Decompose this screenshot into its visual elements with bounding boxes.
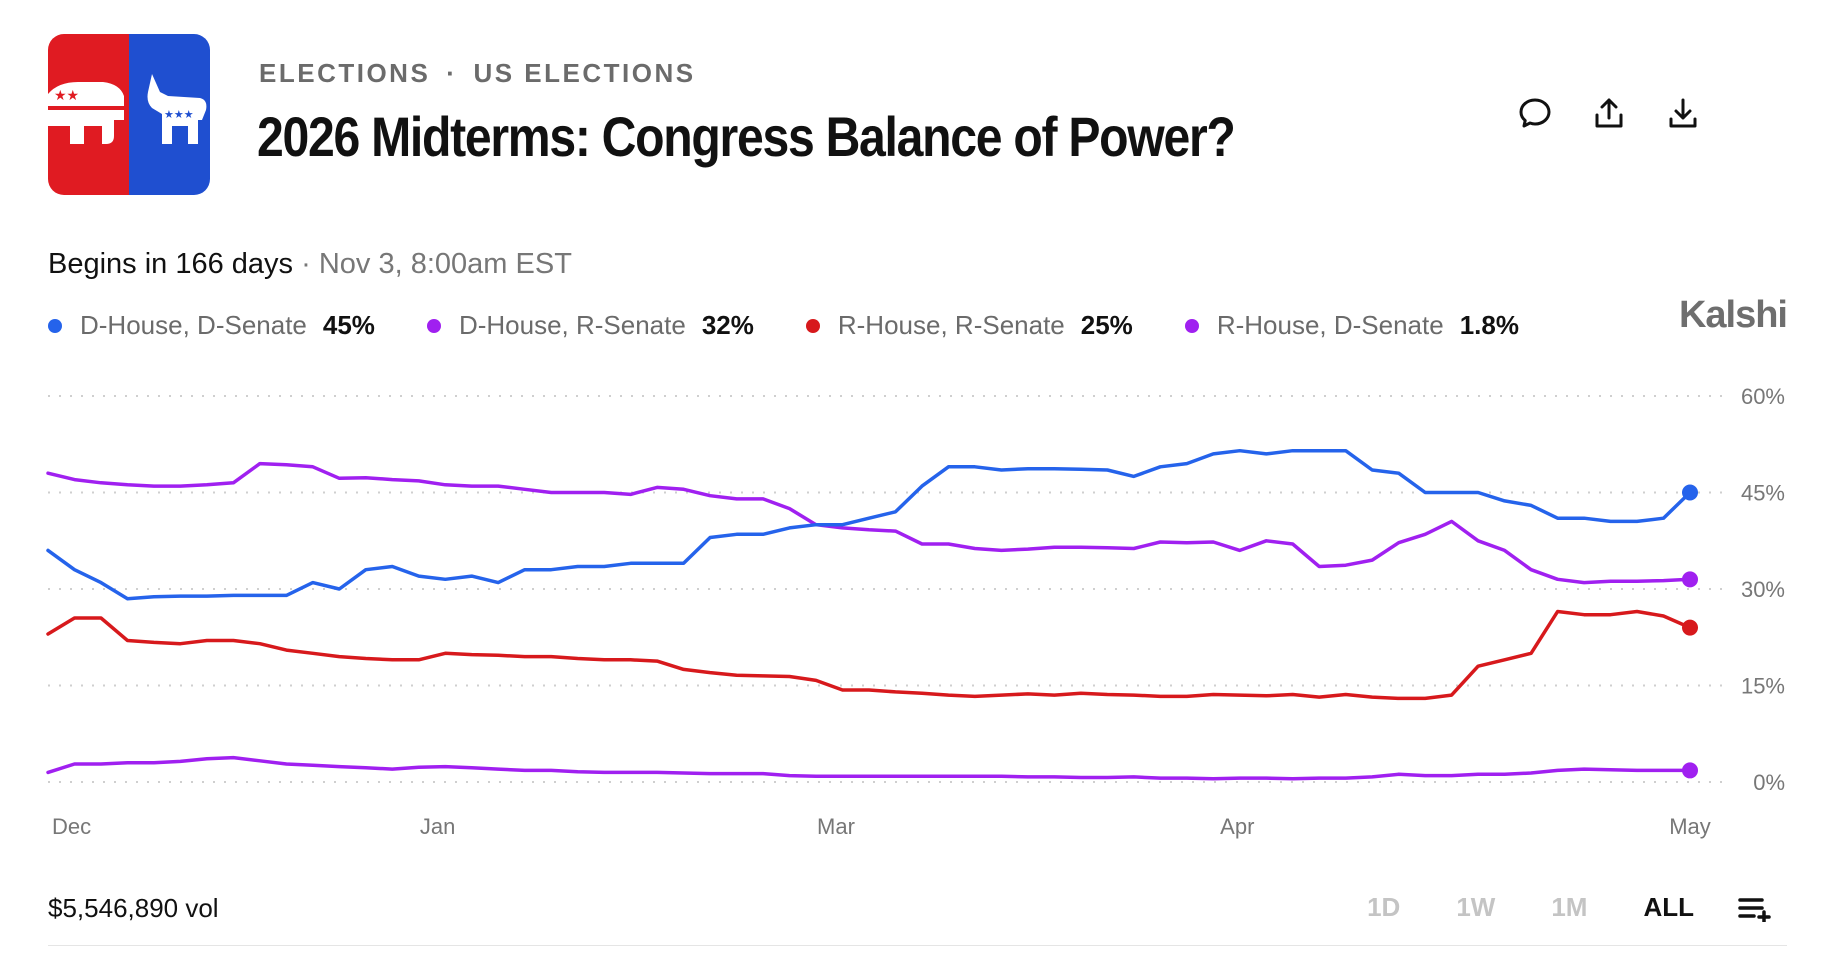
series-line <box>46 448 1692 601</box>
legend-name: R-House, R-Senate <box>837 310 1065 340</box>
comment-icon <box>1519 98 1551 128</box>
breadcrumb-separator: · <box>446 58 458 88</box>
legend-dot-icon <box>426 318 441 333</box>
x-tick-label: Jan <box>420 814 455 839</box>
begins-countdown: Begins in 166 days <box>48 248 294 280</box>
x-tick-label: May <box>1669 814 1711 839</box>
series-end-point <box>1682 484 1698 501</box>
series-line <box>46 755 1692 781</box>
share-icon <box>1595 98 1623 128</box>
y-tick-label: 45% <box>1741 481 1785 506</box>
kalshi-logo: Kalshi <box>1678 294 1788 336</box>
range-all-button[interactable]: ALL <box>1643 892 1694 922</box>
series-line <box>46 609 1692 701</box>
legend-percent: 25% <box>1080 310 1133 340</box>
download-icon <box>1669 98 1697 128</box>
y-tick-label: 0% <box>1753 770 1785 795</box>
series-line <box>46 461 1692 585</box>
y-tick-label: 60% <box>1741 384 1785 409</box>
legend-percent: 1.8% <box>1459 310 1519 340</box>
legend-dot-icon <box>1184 318 1199 333</box>
event-timing: Begins in 166 days · Nov 3, 8:00am EST <box>48 248 572 281</box>
legend-percent: 32% <box>701 310 754 340</box>
series-end-point <box>1682 619 1698 636</box>
footer-divider <box>48 945 1787 946</box>
breadcrumb-us-elections[interactable]: US ELECTIONS <box>473 58 696 88</box>
legend-item[interactable]: R-House, R-Senate 25% <box>805 310 1133 341</box>
timing-separator: · <box>301 248 311 280</box>
range-selector: 1D 1W 1M ALL <box>1311 892 1774 923</box>
y-tick-label: 30% <box>1741 577 1785 602</box>
volume-label: $5,546,890 vol <box>48 893 219 923</box>
breadcrumb: ELECTIONS · US ELECTIONS <box>259 58 696 89</box>
legend-name: R-House, D-Senate <box>1216 310 1444 340</box>
y-tick-label: 15% <box>1741 674 1785 699</box>
legend-name: D-House, D-Senate <box>80 310 307 340</box>
comment-button[interactable] <box>1518 96 1552 130</box>
price-history-chart[interactable]: 60% 45% 30% 15% 0% Dec Jan Mar Apr May <box>0 370 1830 840</box>
x-tick-label: Apr <box>1220 814 1254 839</box>
range-1m-button[interactable]: 1M <box>1551 892 1588 922</box>
legend-item[interactable]: D-House, D-Senate 45% <box>48 310 375 341</box>
range-1w-button[interactable]: 1W <box>1456 892 1496 922</box>
breadcrumb-elections[interactable]: ELECTIONS <box>259 58 431 88</box>
legend-dot-icon <box>805 318 820 333</box>
chart-legend: D-House, D-Senate 45% D-House, R-Senate … <box>48 310 1571 341</box>
share-button[interactable] <box>1592 96 1626 130</box>
legend-name: D-House, R-Senate <box>458 310 686 340</box>
svg-text:★★: ★★ <box>54 88 79 104</box>
header-actions <box>1518 96 1700 130</box>
x-tick-label: Dec <box>52 814 91 839</box>
page-title: 2026 Midterms: Congress Balance of Power… <box>257 105 1236 168</box>
legend-dot-icon <box>48 318 62 333</box>
range-1d-button[interactable]: 1D <box>1367 892 1401 922</box>
svg-text:★★★: ★★★ <box>164 108 194 121</box>
legend-item[interactable]: R-House, D-Senate 1.8% <box>1184 310 1519 341</box>
begins-date: Nov 3, 8:00am EST <box>318 248 572 280</box>
x-tick-label: Mar <box>817 814 855 839</box>
legend-item[interactable]: D-House, R-Senate 32% <box>426 310 754 341</box>
download-button[interactable] <box>1666 96 1700 130</box>
event-logo: ★★ ★★★ <box>48 34 210 195</box>
legend-percent: 45% <box>322 310 375 340</box>
series-end-point <box>1682 762 1698 779</box>
party-logo-icon: ★★ ★★★ <box>48 34 210 195</box>
chart-settings-icon[interactable] <box>1738 894 1774 922</box>
series-end-point <box>1682 571 1698 588</box>
